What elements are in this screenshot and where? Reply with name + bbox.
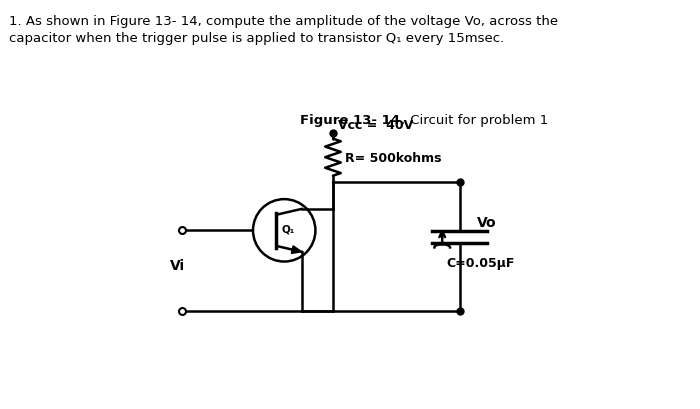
Polygon shape <box>291 246 302 254</box>
Text: R= 500kohms: R= 500kohms <box>344 151 441 164</box>
Text: Vo: Vo <box>477 216 497 229</box>
Text: Vi: Vi <box>170 258 186 272</box>
Text: Q₁: Q₁ <box>281 224 295 234</box>
Text: capacitor when the trigger pulse is applied to transistor Q₁ every 15msec.: capacitor when the trigger pulse is appl… <box>9 32 505 45</box>
Text: Circuit for problem 1: Circuit for problem 1 <box>406 114 548 127</box>
Text: C=0.05μF: C=0.05μF <box>446 256 514 270</box>
Text: 1. As shown in Figure 13- 14, compute the amplitude of the voltage Vo, across th: 1. As shown in Figure 13- 14, compute th… <box>9 15 559 28</box>
Text: Figure 13- 14.: Figure 13- 14. <box>300 114 405 127</box>
Text: Vcc =  40V: Vcc = 40V <box>338 119 413 132</box>
